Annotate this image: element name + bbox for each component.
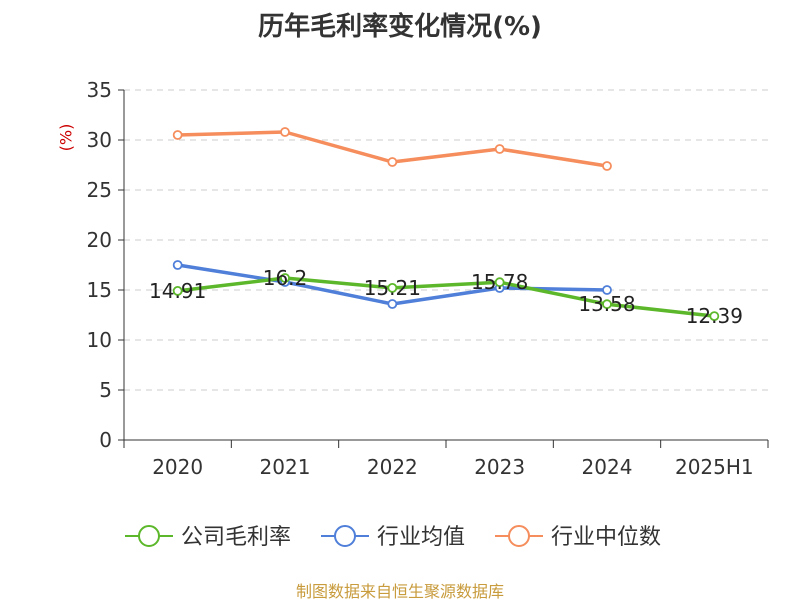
x-tick-label: 2025H1 [675,455,754,479]
legend-item[interactable]: 公司毛利率 [125,525,291,550]
x-tick-label: 2021 [260,455,311,479]
x-tick-label: 2020 [152,455,203,479]
data-point [494,144,505,154]
data-label: 15.78 [471,270,528,294]
legend-marker [138,525,160,547]
data-point [494,277,505,288]
x-tick-label: 2022 [367,455,418,479]
y-tick-label: 30 [87,128,112,152]
axes: 0 5 10 15 20 25 30 35 2020 2021 2022 2023 2024 2025H1 [87,78,769,479]
legend[interactable]: 公司毛利率 行业均值 行业中位数 [125,525,661,550]
data-label: 15.21 [364,276,421,300]
data-point [172,260,183,270]
y-tick-label: 10 [87,328,112,352]
x-tick-label: 2024 [582,455,633,479]
data-point [387,282,398,293]
series-line [175,276,717,318]
data-point [602,161,612,171]
y-tick-label: 25 [87,178,112,202]
data-label: 14.91 [149,279,206,303]
legend-marker [508,525,530,547]
legend-label: 行业均值 [377,525,465,550]
data-label: 13.58 [578,292,635,316]
x-tick-label: 2023 [474,455,525,479]
data-labels: 14.91 16.2 15.21 15.78 13.58 12.39 [149,266,743,328]
source-note: 制图数据来自恒生聚源数据库 [295,582,504,601]
legend-label: 行业中位数 [551,525,661,550]
y-tick-label: 20 [87,228,112,252]
data-label: 16.2 [263,266,308,290]
data-point [602,299,612,310]
data-point [280,273,290,283]
data-point [172,285,183,296]
legend-item[interactable]: 行业中位数 [495,525,661,550]
data-point [387,157,398,167]
y-tick-label: 15 [87,278,112,302]
data-point [280,127,290,137]
data-point [172,130,183,140]
legend-marker [334,525,356,547]
y-tick-label: 35 [87,78,112,102]
data-point [709,311,720,322]
legend-item[interactable]: 行业均值 [321,525,465,550]
chart-title: 历年毛利率变化情况(%) [258,12,542,42]
y-tick-label: 5 [99,378,112,402]
data-point [387,299,398,309]
data-label: 12.39 [686,304,743,328]
series-lines [172,127,720,322]
y-tick-label: 0 [99,428,112,452]
grid-lines [124,89,768,391]
data-point [602,285,612,295]
legend-label: 公司毛利率 [181,525,291,550]
